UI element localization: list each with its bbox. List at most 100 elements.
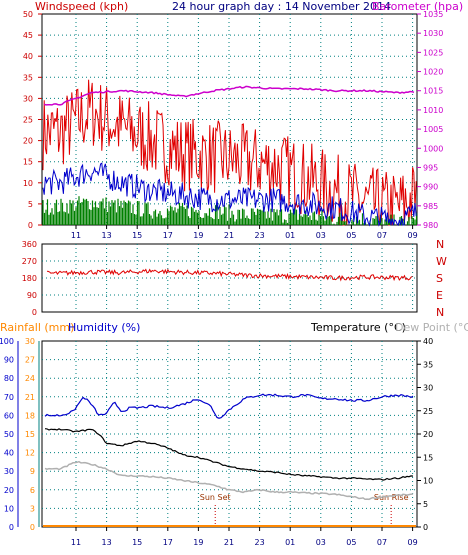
wind-direction-series (46, 268, 413, 282)
windspeed-grid (42, 14, 417, 225)
windspeed-x-axis: 11 13 15 17 19 21 23 01 03 05 07 09 (71, 225, 418, 240)
humidity-tick-label: 20 (4, 486, 14, 495)
temperature-line (44, 428, 414, 481)
barometer-tick-label: 1035 (423, 10, 443, 19)
rainfall-tick-label: 27 (25, 356, 35, 365)
windspeed-x-tick-label: 01 (285, 231, 295, 240)
temperature-x-tick-label: 07 (377, 538, 387, 547)
humidity-tick-label: 80 (4, 374, 14, 383)
temperature-tick-label: 0 (423, 523, 428, 532)
humidity-line (44, 393, 414, 419)
temperature-tick-label: 30 (423, 384, 433, 393)
rainfall-tick-label: 12 (25, 449, 35, 458)
windspeed-x-tick-label: 07 (377, 231, 387, 240)
windspeed-series (42, 79, 418, 227)
windspeed-y-axis: 0 5 10 15 20 25 30 35 40 45 50 (23, 10, 42, 230)
windspeed-tick-label: 25 (23, 116, 33, 125)
sun-annotations: Sun Set Sun Rise (200, 493, 409, 527)
humidity-axis-title: Humidity (%) (68, 321, 140, 334)
rainfall-tick-label: 21 (25, 393, 35, 402)
temperature-x-tick-label: 15 (132, 538, 142, 547)
barometer-tick-label: 1020 (423, 68, 443, 77)
windspeed-x-tick-label: 13 (102, 231, 112, 240)
barometer-y-axis: 980 985 990 995 1000 1005 1010 1015 1020 1025 1030… (417, 10, 443, 230)
barometer-tick-label: 1010 (423, 106, 443, 115)
dewpoint-axis-title: Dew Point (°C) (395, 321, 468, 334)
wind-direction-y-axis: 0 90 180 270 360 (22, 240, 37, 317)
temperature-x-tick-label: 09 (408, 538, 418, 547)
rainfall-y-axis: 0 3 6 9 12 15 18 21 24 27 30 (25, 337, 40, 532)
temperature-y-axis: 0 5 10 15 20 25 30 35 40 (417, 337, 433, 532)
humidity-tick-label: 60 (4, 411, 14, 420)
temperature-tick-label: 35 (423, 360, 433, 369)
barometer-tick-label: 1000 (423, 144, 443, 153)
windspeed-tick-label: 20 (23, 137, 33, 146)
temperature-tick-label: 15 (423, 453, 433, 462)
rainfall-axis-title: Rainfall (mm) (0, 321, 74, 334)
sun-annotation-label: Sun Set (200, 493, 231, 502)
windspeed-x-tick-label: 05 (346, 231, 356, 240)
humidity-tick-label: 70 (4, 393, 14, 402)
temperature-x-tick-label: 01 (285, 538, 295, 547)
temperature-x-tick-label: 03 (316, 538, 326, 547)
humidity-y-axis: 0 10 20 30 40 50 60 70 80 90 100 (0, 337, 19, 532)
wind-direction-tick-label: 180 (22, 274, 37, 283)
rainfall-tick-label: 18 (25, 411, 35, 420)
temperature-tick-label: 25 (423, 407, 433, 416)
windspeed-average-line (42, 162, 417, 227)
barometer-tick-label: 1015 (423, 87, 443, 96)
wind-direction-tick-label: 0 (32, 308, 37, 317)
sun-annotation-label: Sun Rise (374, 493, 409, 502)
barometer-tick-label: 995 (423, 163, 438, 172)
wind-direction-line (46, 268, 413, 282)
rainfall-tick-label: 6 (30, 486, 35, 495)
chart-title: 24 hour graph day : 14 November 2014 (172, 0, 391, 13)
temperature-grid (42, 341, 417, 527)
temperature-x-tick-label: 19 (193, 538, 203, 547)
windspeed-x-tick-label: 15 (132, 231, 142, 240)
temperature-x-axis: 11 13 15 17 19 21 23 01 03 05 07 09 (71, 527, 418, 547)
compass-label: S (436, 272, 443, 285)
temperature-x-tick-label: 13 (102, 538, 112, 547)
barometer-tick-label: 1025 (423, 48, 443, 57)
windspeed-tick-label: 0 (28, 221, 33, 230)
humidity-tick-label: 0 (9, 523, 14, 532)
temperature-x-tick-label: 11 (71, 538, 81, 547)
windspeed-tick-label: 10 (23, 179, 33, 188)
humidity-tick-label: 30 (4, 467, 14, 476)
temperature-tick-label: 10 (423, 477, 433, 486)
wind-direction-tick-label: 270 (22, 257, 37, 266)
windspeed-tick-label: 35 (23, 73, 33, 82)
temperature-axis-title: Temperature (°C) (310, 321, 406, 334)
temperature-x-tick-label: 05 (346, 538, 356, 547)
temperature-x-tick-label: 21 (224, 538, 234, 547)
windspeed-x-tick-label: 23 (255, 231, 265, 240)
windspeed-x-tick-label: 03 (316, 231, 326, 240)
rainfall-tick-label: 3 (30, 504, 35, 513)
humidity-tick-label: 90 (4, 356, 14, 365)
rainfall-tick-label: 15 (25, 430, 35, 439)
rainfall-tick-label: 24 (25, 374, 35, 383)
barometer-tick-label: 990 (423, 183, 438, 192)
windspeed-tick-label: 40 (23, 52, 33, 61)
temperature-tick-label: 5 (423, 500, 428, 509)
dewpoint-line (44, 460, 414, 501)
windspeed-tick-label: 30 (23, 94, 33, 103)
temperature-x-tick-label: 17 (163, 538, 173, 547)
windspeed-axis-title: Windspeed (kph) (35, 0, 128, 13)
wind-direction-tick-label: 360 (22, 240, 37, 249)
barometer-axis-title: Barometer (hpa) (372, 0, 463, 13)
barometer-tick-label: 985 (423, 202, 438, 211)
rainfall-tick-label: 0 (30, 523, 35, 532)
windspeed-x-tick-label: 21 (224, 231, 234, 240)
temperature-tick-label: 40 (423, 337, 433, 346)
humidity-tick-label: 10 (4, 504, 14, 513)
rainfall-tick-label: 9 (30, 467, 35, 476)
barometer-tick-label: 1030 (423, 29, 443, 38)
windspeed-x-tick-label: 11 (71, 231, 81, 240)
temperature-tick-label: 20 (423, 430, 433, 439)
humidity-tick-label: 50 (4, 430, 14, 439)
humidity-tick-label: 100 (0, 337, 14, 346)
